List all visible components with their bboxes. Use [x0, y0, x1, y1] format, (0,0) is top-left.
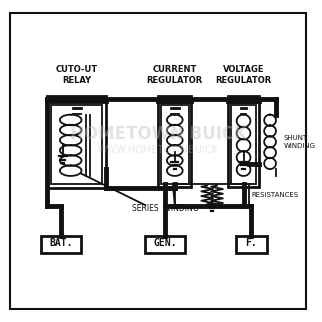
- Text: WWW.HOMETOWNBUICK: WWW.HOMETOWNBUICK: [98, 145, 219, 155]
- Bar: [51, 105, 102, 184]
- Text: CUTO-UT
RELAY: CUTO-UT RELAY: [55, 65, 98, 85]
- Text: SHUNT
WINDING: SHUNT WINDING: [284, 135, 316, 148]
- Bar: [231, 105, 256, 184]
- Bar: [175, 184, 250, 206]
- Text: VOLTAGE
REGULATOR: VOLTAGE REGULATOR: [215, 65, 272, 85]
- Text: RESISTANCES: RESISTANCES: [251, 192, 298, 198]
- Text: BAT.: BAT.: [49, 239, 73, 249]
- Bar: [41, 236, 80, 253]
- Text: CURRENT
REGULATOR: CURRENT REGULATOR: [147, 65, 203, 85]
- Bar: [228, 102, 259, 186]
- Text: F.: F.: [246, 239, 257, 249]
- Bar: [145, 236, 185, 253]
- Text: HOMETOWN BUICK: HOMETOWN BUICK: [70, 126, 247, 144]
- Bar: [236, 236, 267, 253]
- Bar: [158, 102, 192, 186]
- Bar: [161, 105, 189, 184]
- Text: GEN.: GEN.: [153, 239, 177, 249]
- Bar: [47, 101, 106, 187]
- Text: SERIES  WINDING: SERIES WINDING: [132, 204, 198, 213]
